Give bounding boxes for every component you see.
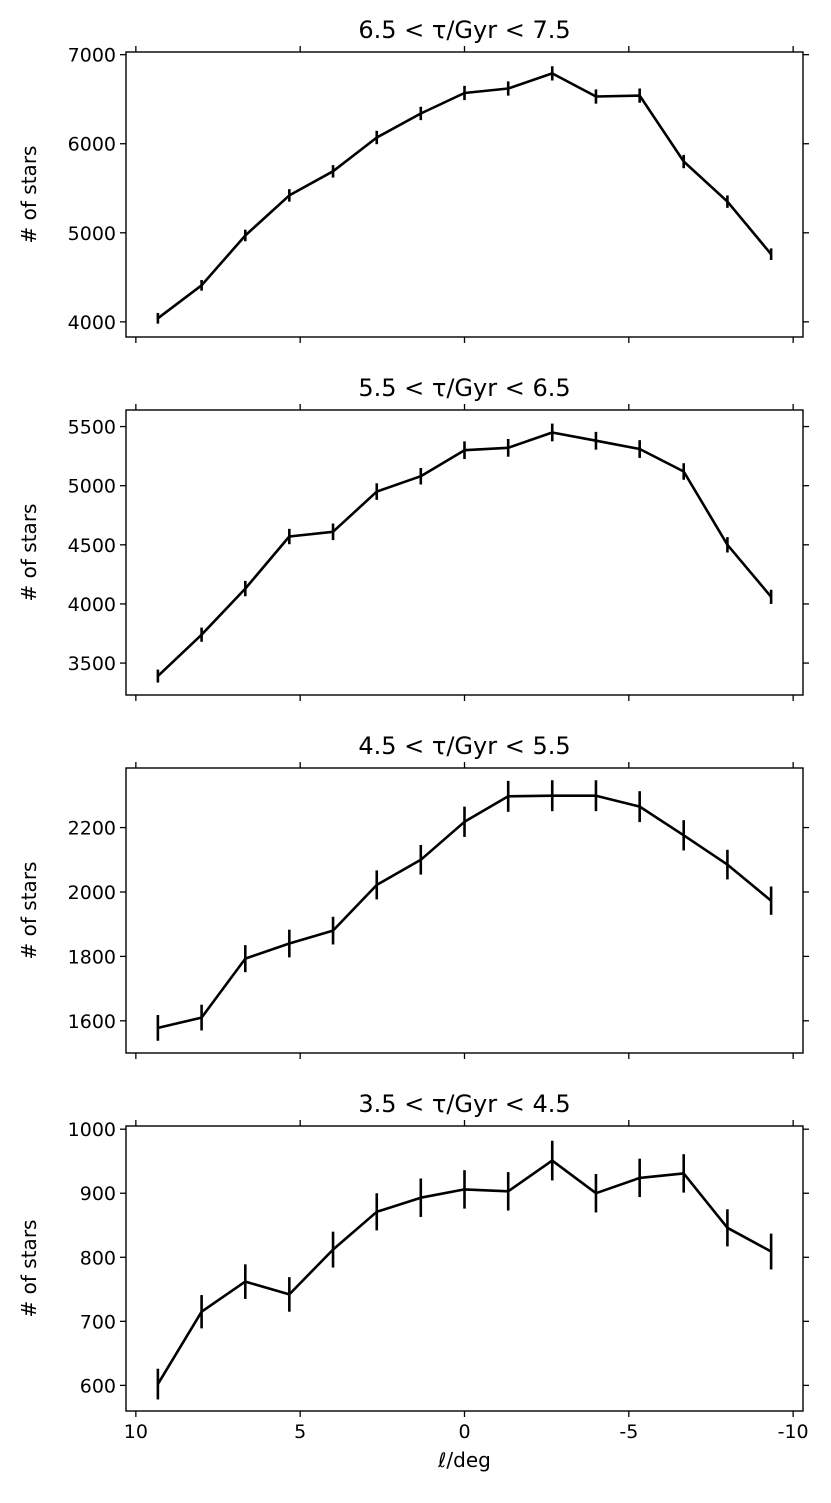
y-tick-label: 7000: [68, 45, 116, 67]
panel-2: 5.5 < τ/Gyr < 6.5 # of stars 3500 4000 4500 5…: [17, 374, 809, 701]
y-tick-label: 2200: [68, 818, 116, 840]
panel-1: 6.5 < τ/Gyr < 7.5 # of stars 4000 5000 6000 7…: [17, 16, 809, 343]
y-tick-label: 5000: [68, 476, 116, 498]
y-tick-label: 5500: [68, 417, 116, 439]
y-axis-label: # of stars: [17, 146, 41, 244]
y-tick-label: 2000: [68, 882, 116, 904]
y-axis-label: # of stars: [17, 1220, 41, 1318]
panel-title: 4.5 < τ/Gyr < 5.5: [358, 732, 570, 760]
y-tick-label: 6000: [68, 134, 116, 156]
panel-title: 5.5 < τ/Gyr < 6.5: [358, 374, 570, 402]
y-tick-label: 1000: [68, 1119, 116, 1141]
x-tick-label: 10: [124, 1421, 148, 1443]
x-axis-label: ℓ/deg: [437, 1448, 491, 1472]
y-tick-label: 3500: [68, 653, 116, 675]
y-tick-label: 800: [80, 1247, 116, 1269]
y-tick-label: 700: [80, 1311, 116, 1333]
y-axis-label: # of stars: [17, 862, 41, 960]
y-tick-label: 1800: [68, 946, 116, 968]
series-line: [157, 431, 773, 678]
y-tick-label: 900: [80, 1183, 116, 1205]
y-tick-label: 1600: [68, 1011, 116, 1033]
x-tick-label: 0: [458, 1421, 470, 1443]
panel-4: 3.5 < τ/Gyr < 4.5 # of stars 600 700 800 900 1…: [17, 1090, 809, 1472]
x-tick-label: -5: [619, 1421, 638, 1443]
panel-title: 3.5 < τ/Gyr < 4.5: [358, 1090, 570, 1118]
y-axis-label: # of stars: [17, 504, 41, 602]
panel-3: 4.5 < τ/Gyr < 5.5 # of stars 1600 1800 2000 2…: [17, 732, 809, 1059]
x-tick-label: -10: [778, 1421, 809, 1443]
panel-title: 6.5 < τ/Gyr < 7.5: [358, 16, 570, 44]
y-tick-label: 5000: [68, 223, 116, 245]
series-line: [157, 72, 773, 320]
y-tick-label: 4000: [68, 312, 116, 334]
axes-frame: [125, 1125, 804, 1412]
x-tick-label: 5: [294, 1421, 306, 1443]
y-tick-label: 600: [80, 1375, 116, 1397]
y-tick-label: 4000: [68, 594, 116, 616]
y-tick-label: 4500: [68, 535, 116, 557]
